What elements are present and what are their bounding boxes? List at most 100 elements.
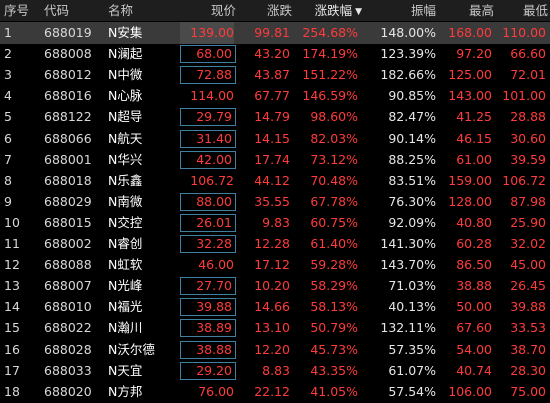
- stock-name: N南微: [108, 193, 143, 209]
- change-percent: 254.68%: [302, 25, 358, 40]
- table-row[interactable]: 4 688016 N心脉 114.00 67.77 146.59% 90.85% 143.00…: [0, 85, 550, 107]
- amplitude: 143.70%: [380, 257, 436, 273]
- amplitude: 141.30%: [380, 236, 436, 251]
- amplitude: 123.39%: [380, 46, 436, 62]
- stock-name: N心脉: [108, 88, 143, 104]
- column-header-no[interactable]: 序号: [4, 3, 30, 18]
- change-percent: 41.05%: [310, 383, 358, 399]
- stock-code: 688020: [44, 383, 92, 399]
- row-number: 9: [4, 193, 12, 209]
- row-number: 12: [4, 257, 20, 273]
- price-change: 43.87: [254, 67, 290, 83]
- amplitude: 40.13%: [388, 299, 436, 315]
- table-row[interactable]: 7 688001 N华兴 42.00 17.74 73.12% 88.25% 61.00 39.…: [0, 149, 550, 171]
- price-change: 17.74: [254, 151, 290, 167]
- high-price: 46.15: [456, 130, 492, 146]
- current-price: 76.00: [198, 383, 234, 399]
- low-price: 28.88: [510, 109, 546, 125]
- column-header-change[interactable]: 涨跌: [266, 3, 292, 18]
- price-change: 8.83: [262, 362, 290, 378]
- low-price: 106.72: [502, 172, 546, 188]
- high-price: 61.00: [456, 151, 492, 167]
- stock-code: 688010: [44, 299, 92, 315]
- table-row[interactable]: 14 688010 N福光 39.88 14.66 58.13% 40.13% 50.00 39…: [0, 296, 550, 318]
- change-percent: 151.22%: [302, 67, 358, 83]
- high-price: 38.88: [456, 278, 492, 294]
- change-percent: 98.60%: [310, 109, 358, 125]
- row-number: 4: [4, 88, 12, 104]
- table-row[interactable]: 16 688028 N沃尔德 38.88 12.20 45.73% 57.35% 54.00 3…: [0, 339, 550, 361]
- current-price: 38.88: [180, 340, 236, 359]
- column-header-code[interactable]: 代码: [44, 3, 70, 18]
- price-change: 12.28: [254, 236, 290, 251]
- table-row[interactable]: 9 688029 N南微 88.00 35.55 67.78% 76.30% 128.00 87…: [0, 191, 550, 213]
- price-change: 14.66: [254, 299, 290, 315]
- table-row[interactable]: 5 688122 N超导 29.79 14.79 98.60% 82.47% 41.25 28.…: [0, 106, 550, 128]
- low-price: 110.00: [502, 25, 546, 40]
- row-number: 13: [4, 278, 20, 294]
- column-header-low[interactable]: 最低: [522, 3, 548, 18]
- row-number: 1: [4, 25, 12, 40]
- stock-code: 688018: [44, 172, 92, 188]
- stock-code: 688122: [44, 109, 92, 125]
- amplitude: 90.14%: [388, 130, 436, 146]
- column-header-name[interactable]: 名称: [108, 3, 134, 18]
- stock-code: 688012: [44, 67, 92, 83]
- stock-code: 688028: [44, 341, 92, 357]
- column-header-high[interactable]: 最高: [468, 3, 494, 18]
- row-number: 2: [4, 46, 12, 62]
- low-price: 38.70: [510, 341, 546, 357]
- price-change: 44.12: [254, 172, 290, 188]
- table-row[interactable]: 18 688020 N方邦 76.00 22.12 41.05% 57.54% 106.00 7…: [0, 381, 550, 403]
- table-row[interactable]: 11 688002 N睿创 32.28 12.28 61.40% 141.30% 60.28 3…: [0, 233, 550, 255]
- row-number: 15: [4, 320, 20, 336]
- row-number: 5: [4, 109, 12, 125]
- high-price: 168.00: [448, 25, 492, 40]
- price-change: 22.12: [254, 383, 290, 399]
- table-row[interactable]: 3 688012 N中微 72.88 43.87 151.22% 182.66% 125.00…: [0, 64, 550, 86]
- table-row[interactable]: 13 688007 N光峰 27.70 10.20 58.29% 71.03% 38.88 26…: [0, 275, 550, 297]
- stock-name: N交控: [108, 214, 143, 230]
- high-price: 40.80: [456, 214, 492, 230]
- stock-code: 688001: [44, 151, 92, 167]
- amplitude: 88.25%: [388, 151, 436, 167]
- current-price: 26.01: [180, 213, 236, 232]
- stock-name: N方邦: [108, 383, 143, 399]
- row-number: 11: [4, 236, 20, 251]
- table-row[interactable]: 1 688019 N安集 139.00 99.81 254.68% 148.00% 168.0…: [0, 22, 550, 44]
- current-price: 38.89: [180, 319, 236, 338]
- high-price: 97.20: [456, 46, 492, 62]
- change-percent: 174.19%: [302, 46, 358, 62]
- high-price: 86.50: [456, 257, 492, 273]
- stock-name: N超导: [108, 109, 143, 125]
- change-percent: 45.73%: [310, 341, 358, 357]
- table-row[interactable]: 15 688022 N瀚川 38.89 13.10 50.79% 132.11% 67.60 3…: [0, 317, 550, 339]
- column-header-amplitude[interactable]: 振幅: [410, 3, 436, 18]
- column-header-price[interactable]: 现价: [210, 3, 236, 18]
- low-price: 87.98: [510, 193, 546, 209]
- table-row[interactable]: 8 688018 N乐鑫 106.72 44.12 70.48% 83.51% 159.00 1…: [0, 170, 550, 192]
- price-change: 43.20: [254, 46, 290, 62]
- low-price: 75.00: [510, 383, 546, 399]
- high-price: 41.25: [456, 109, 492, 125]
- stock-name: N中微: [108, 67, 143, 83]
- amplitude: 61.07%: [388, 362, 436, 378]
- table-row[interactable]: 2 688008 N澜起 68.00 43.20 174.19% 123.39% 97.20 6…: [0, 43, 550, 65]
- stock-name: N福光: [108, 299, 143, 315]
- row-number: 8: [4, 172, 12, 188]
- current-price: 29.79: [180, 108, 236, 127]
- current-price: 32.28: [180, 235, 236, 253]
- price-change: 67.77: [254, 88, 290, 104]
- table-row[interactable]: 17 688033 N天宜 29.20 8.83 43.35% 61.07% 40.74 28.…: [0, 360, 550, 382]
- row-number: 17: [4, 362, 20, 378]
- column-header-change-percent[interactable]: 涨跌幅 ▼: [296, 0, 362, 22]
- table-row[interactable]: 6 688066 N航天 31.40 14.15 82.03% 90.14% 46.15 30.…: [0, 128, 550, 150]
- change-percent: 70.48%: [310, 172, 358, 188]
- stock-name: N乐鑫: [108, 172, 143, 188]
- amplitude: 57.35%: [388, 341, 436, 357]
- table-row[interactable]: 10 688015 N交控 26.01 9.83 60.75% 92.09% 40.80 25.…: [0, 212, 550, 234]
- table-row[interactable]: 12 688088 N虹软 46.00 17.12 59.28% 143.70% 86.50 4…: [0, 254, 550, 276]
- amplitude: 57.54%: [388, 383, 436, 399]
- amplitude: 83.51%: [388, 172, 436, 188]
- low-price: 101.00: [502, 88, 546, 104]
